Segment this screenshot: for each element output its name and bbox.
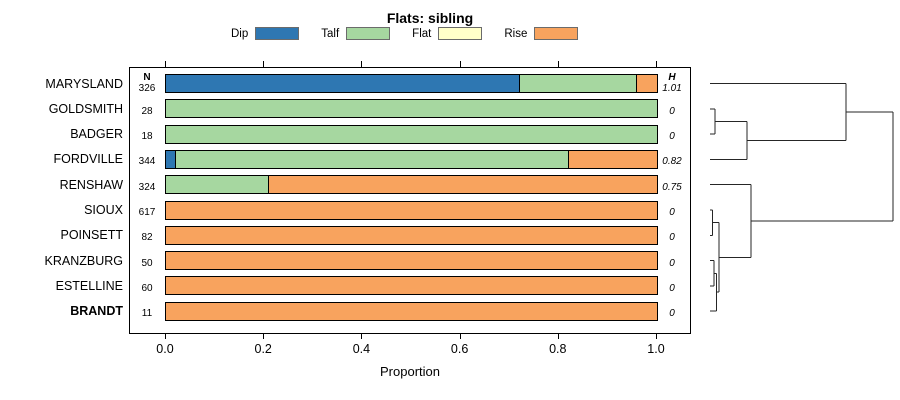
axis-tick bbox=[361, 61, 363, 67]
row-label-badger: BADGER bbox=[70, 127, 123, 142]
legend-swatch-dip-icon bbox=[255, 27, 300, 40]
axis-tick bbox=[263, 333, 265, 339]
bar-segment-rise bbox=[166, 302, 657, 320]
bar-row bbox=[165, 251, 658, 271]
h-value-text: 1.01 bbox=[662, 83, 682, 94]
row-label-estelline: ESTELLINE bbox=[55, 278, 123, 293]
bar-segment-rise bbox=[166, 201, 657, 219]
axis-tick bbox=[656, 61, 657, 67]
h-value: 0.75 bbox=[662, 181, 682, 193]
bar-row bbox=[165, 276, 658, 296]
n-value: 324 bbox=[138, 181, 156, 193]
n-value: 344 bbox=[138, 156, 156, 168]
h-value: 0 bbox=[669, 257, 675, 269]
axis-tick-label: 1.0 bbox=[647, 342, 665, 356]
bar-row bbox=[165, 124, 658, 144]
n-value: 18 bbox=[141, 131, 153, 143]
h-value: 0 bbox=[669, 105, 675, 117]
axis-tick bbox=[361, 333, 363, 339]
n-value: N 326 bbox=[139, 72, 156, 94]
h-value: 0 bbox=[669, 282, 675, 294]
h-value: 0 bbox=[669, 308, 675, 320]
axis-tick-label: 0.4 bbox=[352, 342, 371, 356]
bar-segment-talf bbox=[166, 176, 270, 194]
axis-tick-label: 0.2 bbox=[254, 342, 272, 356]
bar-segment-rise bbox=[269, 176, 657, 194]
plot-area bbox=[129, 67, 691, 334]
legend-item-dip: Dip bbox=[231, 27, 300, 40]
axis-tick bbox=[557, 61, 559, 67]
bar-row bbox=[165, 301, 658, 321]
h-value: 0.82 bbox=[662, 156, 682, 168]
row-label-goldsmith: GOLDSMITH bbox=[48, 101, 123, 116]
axis-tick-label: 0.8 bbox=[549, 342, 567, 356]
legend-label: Rise bbox=[504, 27, 528, 40]
n-column-header: N bbox=[143, 72, 151, 83]
n-value: 11 bbox=[141, 308, 153, 320]
axis-tick bbox=[557, 333, 559, 339]
bar-segment-dip bbox=[166, 75, 520, 92]
bar-segment-rise bbox=[568, 150, 657, 168]
legend-swatch-flat-icon bbox=[438, 27, 483, 40]
n-value: 60 bbox=[141, 282, 153, 294]
axis-tick-label: 0.0 bbox=[156, 342, 174, 356]
chart-title: Flats: sibling bbox=[386, 10, 474, 26]
x-axis-title: Proportion bbox=[380, 364, 440, 379]
legend-item-rise: Rise bbox=[504, 27, 579, 40]
axis-tick-label: 0.6 bbox=[450, 342, 469, 356]
h-value: 0 bbox=[669, 232, 675, 244]
h-value: H 1.01 bbox=[662, 72, 681, 94]
bar-segment-talf bbox=[166, 125, 657, 143]
bar-row bbox=[165, 149, 658, 169]
legend: Dip Talf Flat Rise bbox=[231, 27, 579, 40]
n-value: 617 bbox=[138, 207, 156, 218]
axis-tick bbox=[459, 333, 461, 339]
bar-segment-rise bbox=[166, 226, 657, 244]
legend-swatch-talf-icon bbox=[346, 27, 391, 40]
n-value-text: 326 bbox=[138, 83, 156, 94]
bar-segment-rise bbox=[166, 252, 657, 270]
axis-tick bbox=[165, 333, 166, 339]
n-value: 82 bbox=[141, 232, 153, 244]
row-label-fordville: FORDVILLE bbox=[53, 152, 123, 167]
legend-label: Dip bbox=[231, 27, 249, 40]
legend-item-flat: Flat bbox=[412, 27, 483, 40]
h-value: 0 bbox=[669, 131, 675, 143]
bar-segment-talf bbox=[519, 75, 638, 92]
row-label-kranzburg: KRANZBURG bbox=[44, 253, 123, 268]
bar-segment-rise bbox=[637, 75, 657, 92]
row-label-sioux: SIOUX bbox=[84, 203, 123, 217]
bar-row bbox=[165, 175, 658, 195]
n-value: 28 bbox=[141, 105, 153, 117]
bar-segment-talf bbox=[175, 150, 569, 168]
axis-tick bbox=[656, 333, 657, 339]
bar-row bbox=[165, 200, 658, 220]
axis-tick bbox=[263, 61, 265, 67]
legend-swatch-rise-icon bbox=[534, 27, 579, 40]
bar-row bbox=[165, 99, 658, 119]
row-label-poinsett: POINSETT bbox=[60, 228, 123, 243]
legend-label: Flat bbox=[412, 27, 432, 40]
legend-label: Talf bbox=[321, 27, 340, 40]
n-value: 50 bbox=[141, 257, 153, 269]
bar-segment-talf bbox=[166, 100, 657, 118]
row-label-marysland: MARYSLAND bbox=[45, 76, 123, 91]
bar-row bbox=[165, 225, 658, 245]
bar-row bbox=[165, 74, 658, 93]
row-label-brandt: BRANDT bbox=[70, 304, 123, 319]
h-column-header: H bbox=[668, 72, 676, 83]
h-value: 0 bbox=[669, 207, 675, 218]
legend-item-talf: Talf bbox=[321, 27, 391, 40]
bar-segment-dip bbox=[166, 150, 176, 168]
bar-segment-rise bbox=[166, 277, 657, 295]
row-label-renshaw: RENSHAW bbox=[59, 177, 123, 192]
axis-tick bbox=[459, 61, 461, 67]
axis-tick bbox=[165, 61, 166, 67]
